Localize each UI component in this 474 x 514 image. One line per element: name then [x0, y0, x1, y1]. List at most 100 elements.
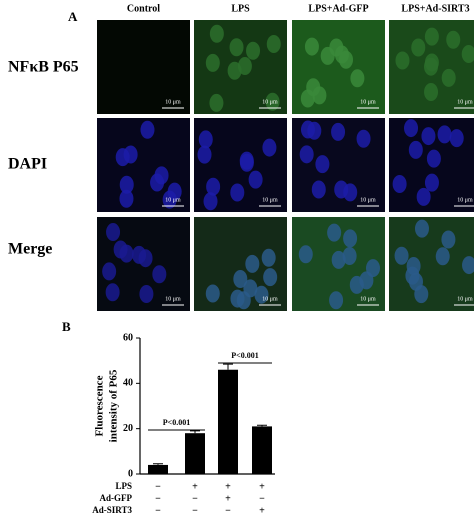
cell-nucleus: [462, 256, 474, 275]
scale-bar-label: 10 μm: [457, 99, 473, 105]
cell-nucleus: [446, 30, 461, 49]
treatment-sign: −: [225, 505, 231, 514]
image-background: [97, 20, 190, 114]
cell-nucleus: [300, 89, 315, 108]
cell-nucleus: [209, 93, 224, 112]
cell-nucleus: [119, 175, 134, 194]
cell-nucleus: [315, 155, 330, 174]
annotation: P<0.001: [163, 418, 190, 427]
row-label: NFκB P65: [8, 59, 79, 76]
cell-nucleus: [404, 119, 419, 138]
cell-nucleus: [311, 180, 326, 199]
error-bar: [190, 430, 200, 434]
error-bar: [153, 463, 163, 465]
cell-nucleus: [327, 223, 342, 242]
cell-nucleus: [395, 51, 410, 70]
treatment-sign: +: [225, 493, 231, 504]
cell-nucleus: [262, 138, 277, 157]
cell-nucleus: [106, 223, 121, 242]
micrograph: 10 μm: [389, 118, 474, 212]
treatment-sign: −: [155, 493, 161, 504]
cell-nucleus: [243, 279, 258, 298]
cell-nucleus: [394, 246, 409, 265]
treatment-sign: −: [192, 505, 198, 514]
cell-nucleus: [261, 248, 276, 267]
scale-bar-label: 10 μm: [165, 99, 181, 105]
treatment-label: Ad-GFP: [100, 493, 133, 503]
cell-nucleus: [248, 170, 263, 189]
y-axis-label: Fluorescence: [94, 375, 106, 436]
cell-nucleus: [441, 68, 456, 87]
cell-nucleus: [246, 41, 261, 60]
cell-nucleus: [426, 149, 441, 168]
column-header: Control: [127, 3, 160, 14]
scale-bar-label: 10 μm: [262, 197, 278, 203]
cell-nucleus: [424, 173, 439, 192]
cell-nucleus: [414, 285, 429, 304]
cell-nucleus: [105, 283, 120, 302]
cell-nucleus: [424, 53, 439, 72]
cell-nucleus: [304, 37, 319, 56]
row-label: DAPI: [8, 156, 47, 173]
treatment-sign: −: [155, 481, 161, 492]
y-tick-label: 40: [123, 378, 133, 389]
cell-nucleus: [299, 145, 314, 164]
bar: [218, 369, 238, 474]
bar: [185, 433, 205, 474]
annotation: P<0.001: [231, 351, 258, 360]
cell-nucleus: [230, 183, 245, 202]
cell-nucleus: [421, 127, 436, 146]
micrograph: 10 μm: [389, 20, 474, 114]
treatment-label: LPS: [115, 481, 132, 491]
cell-nucleus: [263, 268, 278, 287]
cell-nucleus: [334, 180, 349, 199]
cell-nucleus: [343, 229, 358, 248]
cell-nucleus: [115, 148, 130, 167]
bar: [148, 464, 168, 474]
cell-nucleus: [392, 174, 407, 193]
micrograph: 10 μm: [194, 20, 287, 114]
y-tick-label: 20: [123, 423, 133, 434]
cell-nucleus: [437, 125, 452, 144]
cell-nucleus: [416, 187, 431, 206]
y-tick-label: 0: [128, 468, 133, 479]
micrograph: 10 μm: [194, 118, 287, 212]
cell-nucleus: [198, 130, 213, 149]
cell-nucleus: [424, 27, 439, 46]
scale-bar-label: 10 μm: [165, 296, 181, 302]
cell-nucleus: [139, 285, 154, 304]
error-bar: [257, 424, 267, 427]
micrograph: 10 μm: [292, 20, 385, 114]
cell-nucleus: [206, 177, 221, 196]
cell-nucleus: [461, 45, 474, 64]
treatment-sign: +: [192, 481, 198, 492]
cell-nucleus: [102, 262, 117, 281]
micrograph: 10 μm: [292, 118, 385, 212]
cell-nucleus: [233, 270, 248, 289]
cell-nucleus: [138, 249, 153, 268]
cell-nucleus: [424, 83, 439, 102]
scale-bar-label: 10 μm: [360, 296, 376, 302]
cell-nucleus: [414, 219, 429, 238]
column-header: LPS: [231, 3, 250, 14]
micrograph: 10 μm: [194, 217, 287, 311]
cell-nucleus: [441, 230, 456, 249]
treatment-sign: +: [225, 481, 231, 492]
row-label: Merge: [8, 241, 52, 258]
cell-nucleus: [329, 291, 344, 310]
cell-nucleus: [339, 50, 354, 69]
scale-bar-label: 10 μm: [457, 197, 473, 203]
cell-nucleus: [312, 86, 327, 105]
micrograph: 10 μm: [292, 217, 385, 311]
treatment-sign: +: [259, 481, 265, 492]
cell-nucleus: [350, 69, 365, 88]
cell-nucleus: [197, 145, 212, 164]
cell-nucleus: [449, 129, 464, 148]
cell-nucleus: [359, 271, 374, 290]
treatment-sign: −: [192, 493, 198, 504]
cell-nucleus: [254, 285, 269, 304]
micrograph: 10 μm: [389, 217, 474, 311]
cell-nucleus: [300, 120, 315, 139]
treatment-sign: −: [259, 493, 265, 504]
